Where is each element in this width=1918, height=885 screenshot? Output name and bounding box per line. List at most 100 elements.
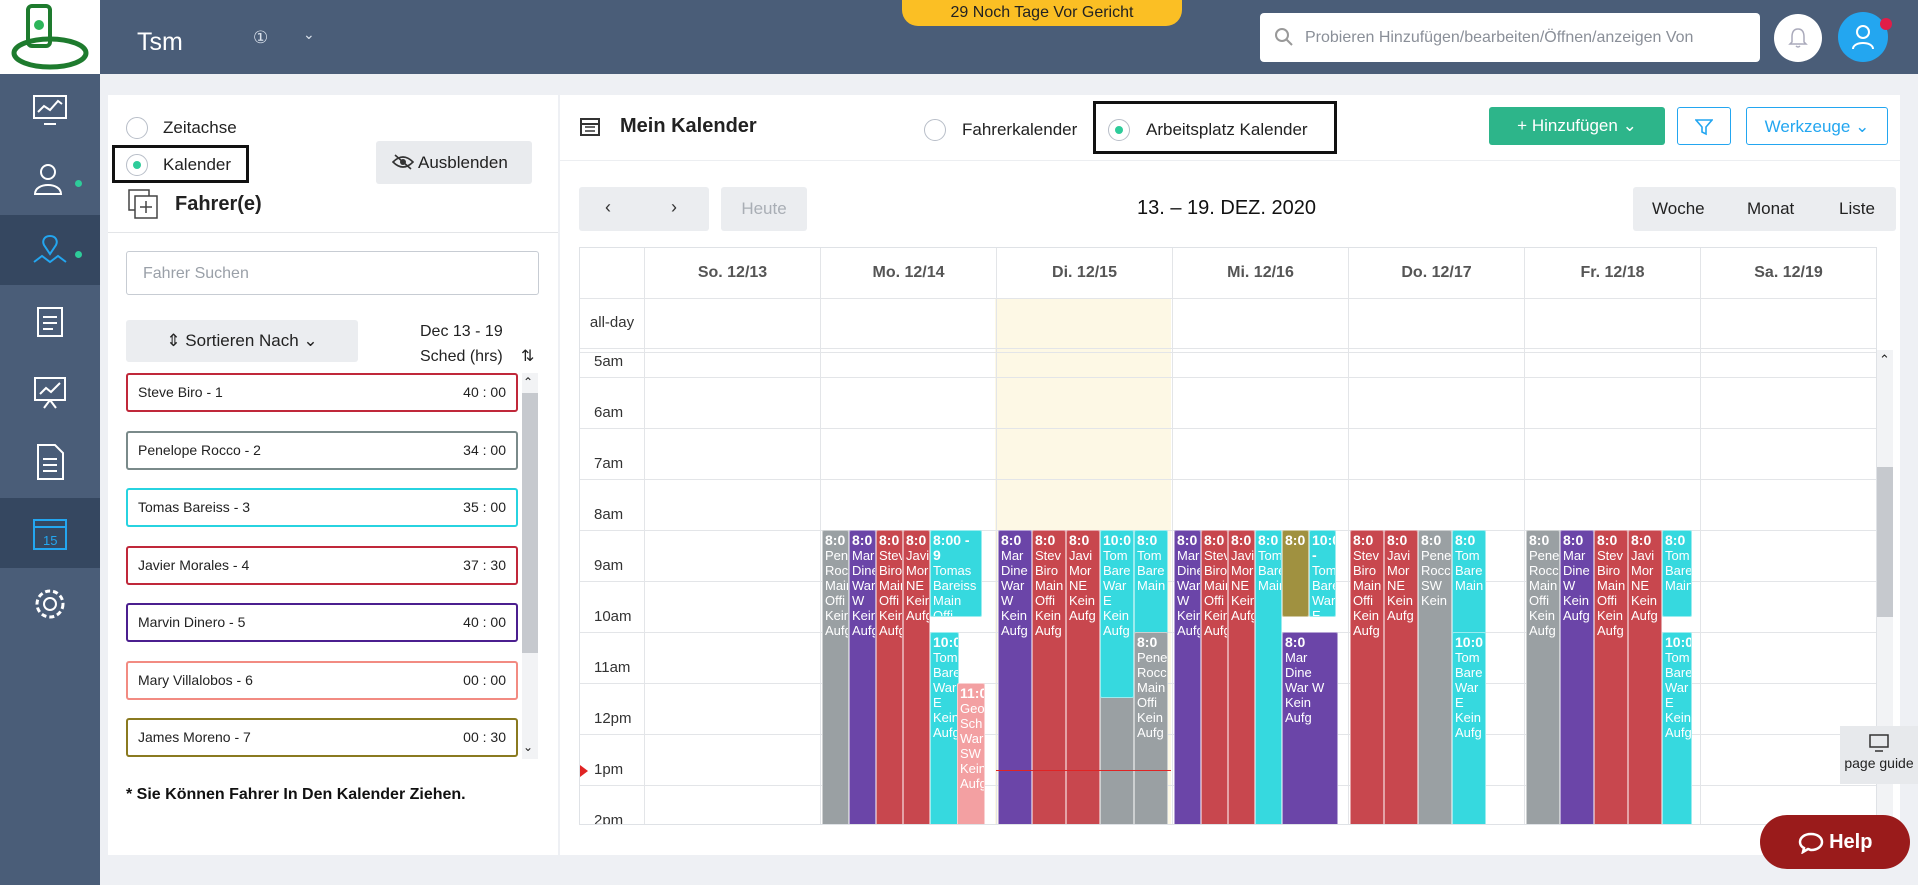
- calendar-scrollbar[interactable]: [1877, 350, 1893, 825]
- calendar-event[interactable]: 8:0 Mar Dine W Kein Aufg: [1560, 530, 1594, 824]
- day-header[interactable]: Do. 12/17: [1348, 248, 1524, 298]
- event-details: Mar Dine War W Kein Aufg: [1177, 548, 1201, 638]
- monitor-chart-icon: [33, 95, 67, 125]
- chevron-down-icon[interactable]: ⌄: [523, 740, 534, 754]
- driver-search-input[interactable]: Fahrer Suchen: [126, 251, 539, 295]
- next-button[interactable]: ›: [671, 197, 677, 217]
- sidebar-item-map[interactable]: [0, 215, 100, 285]
- add-driver-icon[interactable]: [128, 189, 160, 219]
- event-details: Pene Rocc Main Offi Kein Aufg: [825, 548, 849, 638]
- calendar-event[interactable]: 10:0 Tom Bare War E Kein Aufg: [1452, 632, 1486, 824]
- driver-name: Tomas Bareiss - 3: [138, 499, 251, 515]
- driver-hours: 37 : 30: [463, 556, 506, 573]
- tools-button[interactable]: Werkzeuge ⌄: [1746, 107, 1888, 145]
- calendar-radio[interactable]: [126, 154, 148, 176]
- sidebar-item-documents[interactable]: [0, 427, 100, 497]
- driver-calendar-radio[interactable]: [924, 119, 946, 141]
- driver-card[interactable]: Steve Biro - 1 40 : 00: [126, 373, 518, 412]
- today-button[interactable]: Heute: [721, 187, 807, 231]
- view-month[interactable]: Monat: [1747, 199, 1795, 218]
- day-header[interactable]: So. 12/13: [644, 248, 820, 298]
- calendar-event[interactable]: 10:00 -Tomas Bareiss Wareho E Keine Aufg…: [1309, 530, 1336, 617]
- event-time: 8:0: [1285, 634, 1306, 650]
- filter-button[interactable]: [1677, 107, 1731, 145]
- day-header[interactable]: Di. 12/15: [996, 248, 1172, 298]
- global-search-input[interactable]: Probieren Hinzufügen/bearbeiten/Öffnen/a…: [1260, 13, 1760, 62]
- view-week[interactable]: Woche: [1652, 199, 1705, 218]
- scrollbar-thumb[interactable]: [522, 393, 538, 653]
- driver-card[interactable]: Mary Villalobos - 6 00 : 00: [126, 660, 518, 700]
- driver-card[interactable]: Javier Morales - 4 37 : 30: [126, 545, 518, 585]
- currency-icon[interactable]: ①: [253, 28, 269, 47]
- page-guide-button[interactable]: page guide: [1840, 726, 1918, 784]
- calendar-event[interactable]: 10:0 Tom Bare War E Kein Aufg: [930, 632, 959, 824]
- calendar-event[interactable]: 8:0: [1282, 530, 1309, 617]
- calendar-event[interactable]: 11:0 Geo Sch War SW Kein Aufg: [957, 683, 985, 824]
- sort-button[interactable]: ⇕ Sortieren Nach ⌄: [126, 320, 358, 362]
- app-logo[interactable]: [0, 0, 100, 74]
- day-header[interactable]: Mo. 12/14: [820, 248, 996, 298]
- calendar-event[interactable]: 8:0 Pene Rocc SW Kein: [1418, 530, 1452, 824]
- sidebar-item-schedule[interactable]: [0, 286, 100, 356]
- day-header[interactable]: Sa. 12/19: [1700, 248, 1876, 298]
- add-button[interactable]: + Hinzufügen ⌄: [1489, 107, 1665, 145]
- driver-card[interactable]: Penelope Rocco - 2 34 : 00: [126, 430, 518, 470]
- sidebar-item-dashboard[interactable]: [0, 74, 100, 144]
- view-list[interactable]: Liste: [1839, 199, 1875, 218]
- prev-button[interactable]: ‹: [605, 197, 611, 217]
- sidebar-item-reports[interactable]: [0, 357, 100, 427]
- chevron-down-icon[interactable]: ⌄: [303, 26, 315, 42]
- scrollbar-thumb[interactable]: [1877, 467, 1893, 617]
- calendar-event[interactable]: 10:0 Tom Bare War E Kein Aufg: [1100, 530, 1134, 699]
- event-details: Tom Bare Main: [1137, 548, 1166, 593]
- driver-card[interactable]: James Moreno - 7 00 : 30: [126, 718, 518, 757]
- sidebar-item-calendar[interactable]: 15: [0, 498, 100, 568]
- driver-card[interactable]: Tomas Bareiss - 3 35 : 00: [126, 488, 518, 527]
- driver-name: Penelope Rocco - 2: [138, 441, 261, 458]
- event-time: 8:0: [1137, 634, 1158, 650]
- driver-hours: 40 : 00: [463, 614, 506, 630]
- hide-button[interactable]: Ausblenden: [376, 141, 532, 184]
- user-avatar-button[interactable]: [1838, 12, 1888, 62]
- driver-list-scrollbar[interactable]: [522, 373, 538, 759]
- timeline-radio[interactable]: [126, 117, 148, 139]
- day-header[interactable]: Mi. 12/16: [1172, 248, 1348, 298]
- notification-button[interactable]: [1774, 14, 1822, 62]
- workplace-calendar-radio[interactable]: [1108, 119, 1130, 141]
- driver-card[interactable]: Marvin Dinero - 5 40 : 00: [126, 603, 518, 642]
- sidebar-item-drivers[interactable]: [0, 144, 100, 214]
- hide-label: Ausblenden: [418, 153, 508, 172]
- event-details: Mar Dine War W Kein Aufg: [852, 548, 876, 638]
- calendar-event[interactable]: 10:0 Tom Bare War E Kein Aufg: [1662, 632, 1692, 824]
- event-details: Geo Sch War SW Kein Aufg: [960, 701, 985, 791]
- day-header[interactable]: Fr. 12/18: [1524, 248, 1700, 298]
- status-dot: [75, 180, 82, 187]
- chevron-up-icon[interactable]: ⌃: [1879, 352, 1890, 367]
- help-button[interactable]: Help: [1760, 815, 1910, 869]
- calendar-label: Kalender: [163, 155, 232, 174]
- calendar-event[interactable]: 8:00 - 9 Tomas Bareiss Main Offi: [930, 530, 982, 617]
- chevron-up-icon[interactable]: ⌃: [523, 375, 534, 389]
- event-time: 8:0: [1035, 532, 1056, 548]
- sidebar-item-settings[interactable]: [0, 569, 100, 639]
- sort-order-icon[interactable]: ⇅: [521, 348, 535, 365]
